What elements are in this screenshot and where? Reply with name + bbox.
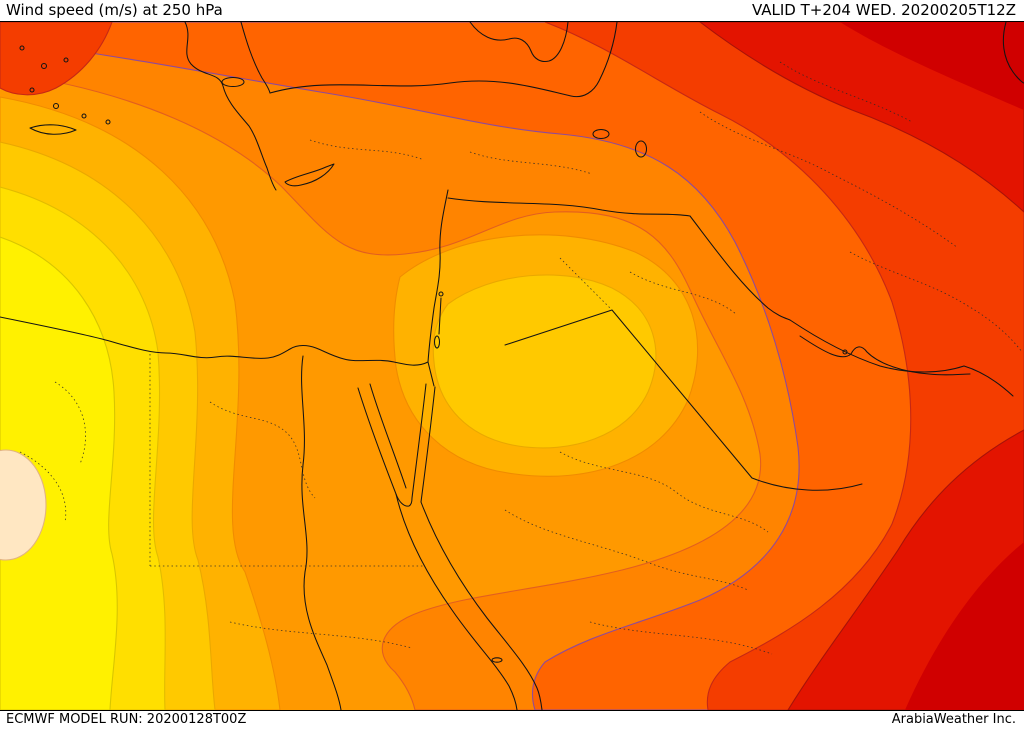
footer-bar: ECMWF MODEL RUN: 20200128T00Z ArabiaWeat… — [0, 710, 1024, 729]
nile-river — [301, 355, 342, 710]
crete-island — [29, 124, 77, 135]
band-red-topleft — [0, 22, 113, 96]
band-orange-red — [0, 22, 1024, 710]
crimea-coastline — [469, 22, 569, 62]
levant-coastline — [427, 189, 449, 363]
band-bright-yellow-west — [0, 236, 118, 710]
band-deepest-se — [905, 542, 1024, 710]
admin-borders-dotted — [19, 61, 1023, 655]
cyprus-island — [284, 163, 335, 187]
persian-gulf-sw-coast — [799, 335, 971, 376]
band-cream-core — [0, 449, 47, 561]
header-bar: Wind speed (m/s) at 250 hPa VALID T+204 … — [0, 0, 1024, 22]
caspian-coastline — [1002, 22, 1024, 84]
bosphorus-coast — [240, 22, 271, 94]
coastlines-and-borders — [0, 22, 1024, 710]
lake-urmia — [634, 140, 648, 158]
weather-map — [0, 22, 1024, 710]
band-red — [544, 22, 1024, 710]
model-run-label: ECMWF MODEL RUN: 20200128T00Z — [6, 712, 247, 727]
band-center-light-inner — [432, 274, 657, 449]
lake-van — [592, 128, 610, 140]
saudi-iraq-border — [504, 309, 863, 491]
gulf-of-oman-coast — [963, 365, 1014, 397]
persian-gulf-ne-coast — [789, 319, 965, 373]
contour-bands — [0, 22, 1024, 710]
red-sea-east-coast — [420, 501, 543, 710]
attribution-label: ArabiaWeather Inc. — [891, 712, 1016, 727]
sea-of-galilee — [438, 291, 444, 297]
turkey-syria-border — [447, 197, 691, 217]
egypt-israel-border — [427, 361, 435, 387]
jordan-river-border — [438, 297, 442, 335]
iran-iraq-border — [689, 215, 791, 321]
valid-time: VALID T+204 WED. 20200205T12Z — [751, 1, 1016, 19]
red-sea-west-coast — [395, 493, 518, 710]
aegean-coastline — [184, 22, 277, 191]
red-sea-island — [491, 657, 503, 663]
band-deepest-ne — [840, 22, 1024, 110]
aegean-islands — [19, 45, 111, 135]
black-sea-coastline — [269, 22, 618, 98]
bahrain-island — [842, 349, 848, 355]
gulf-of-suez — [357, 383, 413, 507]
marmara-sea — [221, 76, 245, 88]
map-title: Wind speed (m/s) at 250 hPa — [6, 1, 223, 19]
north-africa-coastline — [0, 316, 429, 366]
gulf-of-aqaba — [411, 383, 436, 503]
dead-sea — [433, 335, 441, 349]
